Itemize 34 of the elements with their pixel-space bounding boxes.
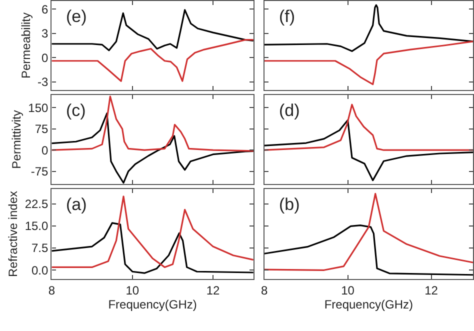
x-tick-label: 8 — [260, 284, 268, 298]
y-tick-label: 75 — [34, 122, 49, 136]
line-series — [52, 96, 254, 152]
y-axis-title: Permeability — [18, 12, 33, 79]
y-tick-label: 0 — [42, 50, 48, 65]
x-axis-title: Frequency(GHz) — [108, 298, 197, 312]
x-tick-label: 12 — [206, 284, 220, 298]
line-series — [52, 39, 254, 82]
x-axis-title: Frequency(GHz) — [324, 298, 414, 312]
y-tick-label: -75 — [30, 164, 49, 178]
x-tick-label: 12 — [424, 284, 438, 298]
y-axis-title: Refractive index — [6, 190, 20, 278]
annotation: (a) — [66, 195, 87, 214]
line-series — [52, 196, 254, 268]
annotation: (d) — [279, 101, 300, 120]
y-tick-label: 0.0 — [32, 263, 49, 278]
y-tick-label: 150 — [28, 100, 49, 115]
annotation: (b) — [279, 195, 300, 214]
annotation: (e) — [66, 7, 87, 26]
y-tick-label: 15.0 — [24, 219, 49, 234]
annotation: (c) — [66, 101, 86, 120]
y-tick-label: 3 — [42, 26, 48, 41]
x-tick-label: 8 — [48, 284, 56, 298]
annotation: (f) — [279, 7, 296, 26]
x-tick-label: 10 — [341, 284, 355, 298]
line-series — [52, 9, 254, 52]
y-tick-label: 0 — [42, 143, 48, 158]
y-tick-label: 6 — [42, 2, 48, 16]
y-tick-label: -3 — [38, 75, 49, 90]
y-tick-label: 22.5 — [24, 196, 49, 211]
line-series — [52, 222, 254, 274]
y-axis-title: Permittivity — [9, 110, 24, 169]
y-tick-label: 7.5 — [32, 241, 49, 256]
x-tick-label: 10 — [126, 284, 140, 298]
